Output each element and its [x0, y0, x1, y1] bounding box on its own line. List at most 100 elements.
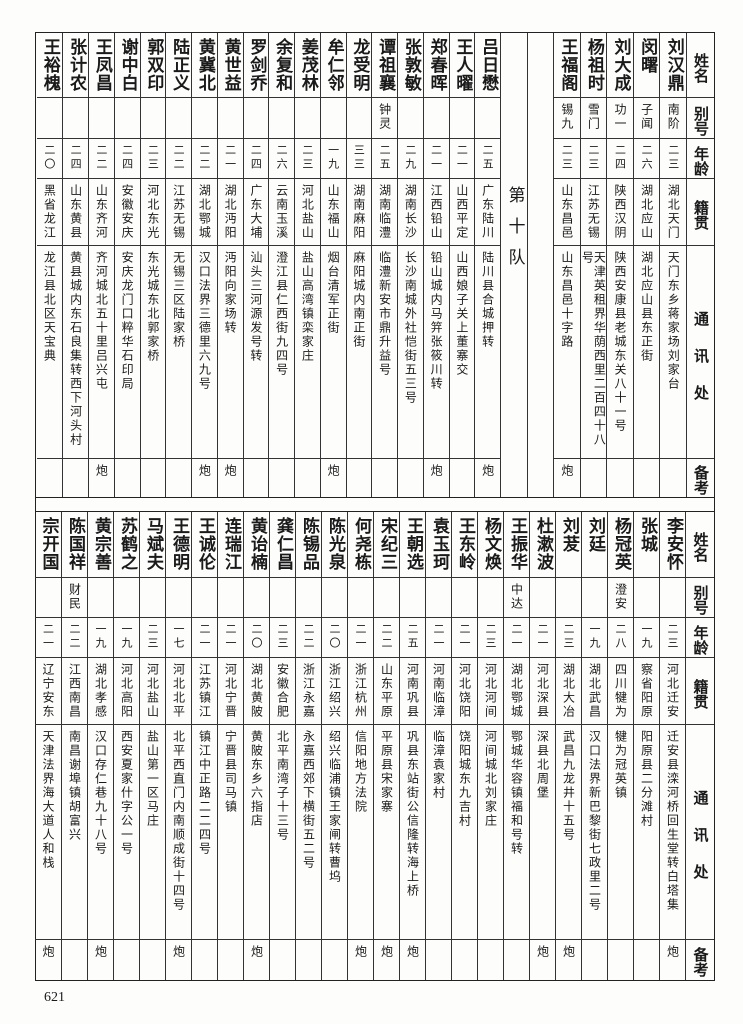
person-age: 二三 [666, 144, 680, 172]
person-age: 二一 [536, 623, 549, 651]
person-name: 郑春晖 [426, 38, 447, 92]
person-native: 河南临漳 [431, 663, 446, 719]
person-column: 刘廷 一九 湖北武昌 汉口法界新巴黎街七政里二号 [581, 512, 607, 980]
person-column: 杨祖时 雪门 二三 江苏无锡 天津英租界华荫西里二百四十八号 [579, 33, 607, 497]
person-address: 临澧新安市鼎升益号 [377, 251, 392, 377]
person-address: 无锡三区陆家桥 [171, 251, 186, 349]
person-name: 刘茇 [559, 517, 579, 553]
person-column: 王人曜 二一 山西平定 山西娘子关上董寨交 [448, 33, 475, 497]
header-remark: 备考 [692, 465, 710, 495]
person-column: 张计农 二四 山东黄县 黄县城内东石良集转西下河头村 [62, 33, 89, 497]
person-name: 王福阁 [557, 38, 578, 92]
person-address: 齐河城北五十里吕兴屯 [94, 251, 109, 391]
person-remark: 炮 [559, 464, 574, 478]
person-column: 马斌夫 二三 河北盐山 盐山第一区马庄 [139, 512, 165, 980]
person-age: 二〇 [250, 623, 263, 651]
person-name: 苏鹤之 [117, 517, 137, 571]
person-address: 西安夏家什字公一号 [119, 730, 134, 856]
person-remark: 炮 [353, 945, 368, 959]
person-alias: 锡九 [559, 103, 574, 131]
person-native: 湖北沔阳 [223, 184, 238, 240]
person-native: 河北高阳 [119, 663, 134, 719]
person-age: 二三 [562, 623, 575, 651]
header-column: 姓名 别号 年龄 籍贯 通讯处 备考 [685, 512, 714, 980]
person-native: 江西南昌 [67, 663, 82, 719]
person-name: 杨文焕 [481, 517, 501, 571]
person-age: 二五 [378, 144, 392, 172]
person-column: 杨冠英 澄安 二八 四川犍为 犍为冠英镇 [607, 512, 633, 980]
person-address: 天津英租界华荫西里二百四十八号 [580, 251, 607, 447]
person-column: 谭祖襄 钟灵 二五 湖南临澧 临澧新安市鼎升益号 [371, 33, 398, 497]
person-native: 山东昌邑 [559, 184, 574, 240]
person-name: 马斌夫 [143, 517, 163, 571]
person-native: 河北宁晋 [223, 663, 238, 719]
person-name: 黄宗善 [91, 517, 111, 571]
person-address: 信阳地方法院 [353, 730, 368, 814]
person-alias: 财民 [67, 583, 82, 611]
person-column: 姜茂林 二三 河北盐山 盐山高湾镇栾家庄 [294, 33, 320, 497]
person-address: 安庆龙门口粹华石印局 [120, 251, 135, 391]
person-age: 二九 [403, 144, 417, 172]
person-column: 王诚伦 二一 江苏镇江 镇江中正路二二四号 [191, 512, 217, 980]
person-age: 二二 [302, 623, 315, 651]
person-age: 二三 [300, 144, 314, 172]
person-name: 黄诒楠 [247, 517, 267, 571]
person-name: 宋纪三 [377, 517, 397, 571]
person-address: 长沙南城外社恺街五三号 [403, 251, 418, 405]
person-native: 湖南长沙 [403, 184, 418, 240]
person-age: 二五 [481, 144, 495, 172]
person-native: 江苏无锡 [586, 184, 601, 240]
person-column: 王凤昌 二二 山东齐河 齐河城北五十里吕兴屯炮 [88, 33, 114, 497]
person-age: 二一 [429, 144, 443, 172]
roster-table-top: 姓名 别号 年龄 籍贯 通讯处 备考 刘汉鼎 南阶 二三 湖北天门 天门东乡蒋家场刘家台 闵曙 子闻 二六… [35, 32, 715, 498]
blank-column [527, 33, 553, 497]
person-age: 二三 [484, 623, 497, 651]
person-age: 二三 [666, 623, 679, 651]
person-age: 二一 [510, 623, 523, 651]
person-column: 王福阁 锡九 二三 山东昌邑 山东昌邑十字路炮 [553, 33, 580, 497]
person-address: 盐山高湾镇栾家庄 [300, 251, 315, 363]
person-name: 姜茂林 [297, 38, 318, 92]
person-remark: 炮 [405, 945, 420, 959]
person-column: 杨文焕 二三 河北河间 河间城北刘家庄 [477, 512, 503, 980]
person-age: 二五 [406, 623, 419, 651]
person-column: 陈国祥 财民 二二 江西南昌 南昌谢埠镇胡富兴 [61, 512, 87, 980]
person-age: 二三 [560, 144, 574, 172]
header-remark: 备考 [691, 947, 710, 977]
person-age: 二一 [432, 623, 445, 651]
person-name: 罗剑乔 [246, 38, 267, 92]
person-name: 闵曙 [637, 38, 658, 74]
person-column: 李安怀 二三 河北迁安 迁安县滦河桥回生堂转白塔集炮 [659, 512, 685, 980]
person-native: 广东大埔 [248, 184, 263, 240]
person-address: 湖北应山县东正街 [639, 251, 654, 363]
person-native: 安徽合肥 [275, 663, 290, 719]
person-remark: 炮 [171, 945, 186, 959]
person-name: 谭祖襄 [375, 38, 396, 92]
person-column: 余复和 二六 云南玉溪 澄江县仁西街九四号 [268, 33, 295, 497]
person-age: 二一 [455, 144, 469, 172]
person-age: 二四 [120, 144, 134, 172]
person-address: 天津法界海大道人和栈 [41, 730, 55, 870]
person-name: 刘廷 [585, 517, 605, 553]
header-native: 籍贯 [692, 199, 710, 230]
person-age: 二一 [41, 623, 55, 651]
person-name: 李安怀 [663, 517, 683, 571]
person-column: 龚仁昌 二三 安徽合肥 北平南湾子十三号 [269, 512, 295, 980]
person-address: 铅山城内马笄张筱川转 [429, 251, 444, 391]
person-age: 二六 [640, 144, 654, 172]
person-native: 浙江杭州 [353, 663, 368, 719]
person-native: 河北河间 [483, 663, 498, 719]
person-native: 云南玉溪 [274, 184, 289, 240]
person-address: 黄陂东乡六指店 [249, 730, 264, 828]
person-column: 谢中白 二四 安徽安庆 安庆龙门口粹华石印局 [113, 33, 140, 497]
person-native: 安徽安庆 [120, 184, 135, 240]
person-address: 黄县城内东石良集转西下河头村 [68, 251, 83, 447]
person-name: 袁玉珂 [429, 517, 449, 571]
person-age: 二三 [146, 144, 160, 172]
person-address: 汉口法界三德里六九号 [197, 251, 212, 391]
person-native: 湖北武昌 [587, 663, 602, 719]
person-name: 王朝选 [403, 517, 423, 571]
person-native: 山东平原 [379, 663, 394, 719]
person-remark: 炮 [93, 945, 108, 959]
person-native: 湖北大冶 [561, 663, 576, 719]
